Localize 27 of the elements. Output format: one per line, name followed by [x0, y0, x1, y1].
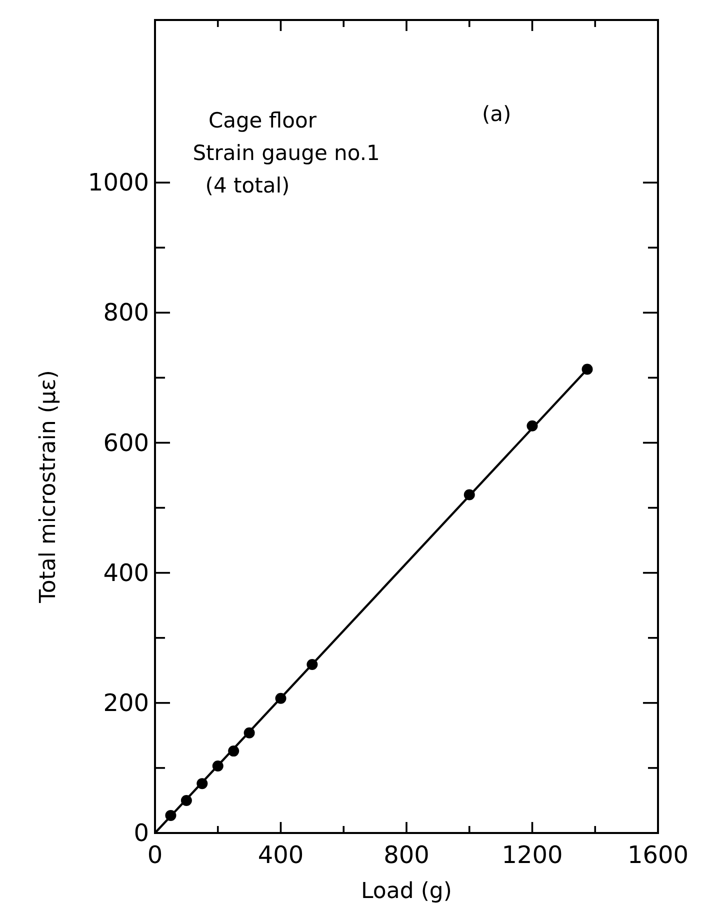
- point: [582, 364, 593, 375]
- x-axis-title: Load (g): [361, 879, 452, 904]
- y-tick-label: 200: [103, 688, 149, 717]
- annotation: Strain gauge no.1: [192, 140, 380, 165]
- point: [464, 489, 475, 500]
- x-tick-label: 800: [384, 841, 430, 869]
- point: [244, 727, 255, 738]
- point: [526, 420, 538, 432]
- y-tick-label: 400: [103, 558, 149, 587]
- point: [228, 746, 240, 757]
- point: [275, 692, 286, 704]
- annotation: (4 total): [205, 173, 290, 198]
- y-tick-label: 800: [103, 298, 149, 327]
- annotation: (a): [482, 102, 512, 126]
- annotation: Cage floor: [208, 108, 317, 132]
- y-tick-label: 0: [134, 819, 149, 847]
- y-axis-title: Total microstrain (με): [36, 370, 61, 604]
- x-tick-label: 400: [258, 841, 304, 869]
- y-tick-label: 1000: [88, 168, 149, 197]
- point: [212, 760, 224, 772]
- point: [306, 659, 318, 670]
- point: [180, 794, 192, 806]
- point: [196, 778, 208, 790]
- x-tick-label: 1200: [502, 841, 563, 869]
- y-tick-label: 600: [103, 428, 149, 457]
- x-tick-label: 1600: [627, 841, 689, 869]
- point: [165, 810, 176, 821]
